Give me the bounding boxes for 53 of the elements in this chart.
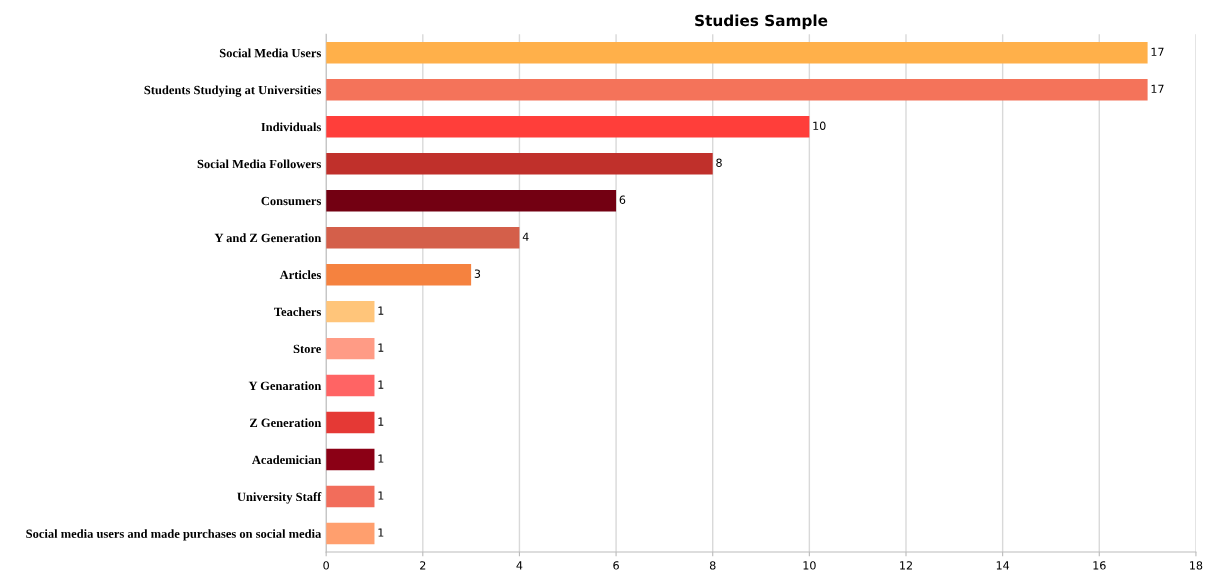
x-tick-label: 10 — [803, 561, 816, 570]
data-label: 3 — [474, 269, 481, 278]
data-label: 1 — [378, 343, 384, 352]
bar — [326, 153, 713, 175]
y-tick-label: Consumers — [261, 196, 321, 206]
x-tick-label: 4 — [516, 561, 523, 570]
y-tick-label: Social media users and made purchases on social media — [26, 529, 322, 541]
y-tick-label: Y Genaration — [248, 381, 322, 391]
bar — [326, 374, 375, 397]
bar — [326, 522, 375, 545]
x-tick-label: 6 — [613, 561, 619, 570]
bar — [326, 189, 617, 212]
data-label: 1 — [378, 380, 384, 389]
x-tick-label: 8 — [709, 561, 716, 570]
bar — [326, 300, 375, 323]
bar — [326, 411, 375, 434]
bar — [326, 337, 375, 360]
data-label: 8 — [716, 158, 722, 167]
data-label: 1 — [378, 528, 384, 537]
y-tick-label: University Staff — [237, 492, 322, 504]
y-tick-label: Store — [293, 344, 321, 354]
y-tick-label: Individuals — [261, 122, 321, 132]
bar — [326, 485, 375, 508]
data-label: 6 — [619, 195, 626, 204]
bar — [326, 226, 520, 249]
y-tick-label: Articles — [279, 270, 321, 280]
y-tick-label: Social Media Followers — [197, 159, 321, 169]
x-tick-label: 12 — [900, 561, 912, 570]
bar — [326, 448, 375, 471]
data-label: 4 — [522, 232, 529, 241]
y-tick-label: Z Generation — [250, 418, 322, 428]
x-tick-label: 16 — [1093, 561, 1106, 570]
chart-title: Studies Sample — [695, 14, 828, 30]
x-tick-label: 18 — [1190, 561, 1203, 570]
bar — [326, 116, 810, 138]
y-tick-label: Students Studying at Universities — [144, 85, 321, 97]
y-tick-label: Academician — [251, 455, 322, 464]
bar — [326, 263, 472, 286]
data-label: 1 — [378, 306, 384, 315]
y-tick-label: Y and Z Generation — [214, 233, 322, 243]
data-label: 10 — [813, 121, 826, 130]
bar — [326, 42, 1148, 64]
data-label: 17 — [1151, 47, 1164, 56]
data-label: 1 — [378, 417, 384, 426]
bar — [326, 79, 1148, 101]
y-tick-label: Social Media Users — [219, 48, 321, 58]
data-label: 1 — [378, 491, 384, 500]
data-label: 1 — [378, 454, 384, 463]
y-tick-label: Teachers — [274, 307, 321, 317]
x-tick-label: 2 — [420, 561, 426, 570]
x-tick-label: 14 — [996, 561, 1010, 570]
x-tick-label: 0 — [323, 561, 329, 570]
data-label: 17 — [1151, 84, 1164, 93]
